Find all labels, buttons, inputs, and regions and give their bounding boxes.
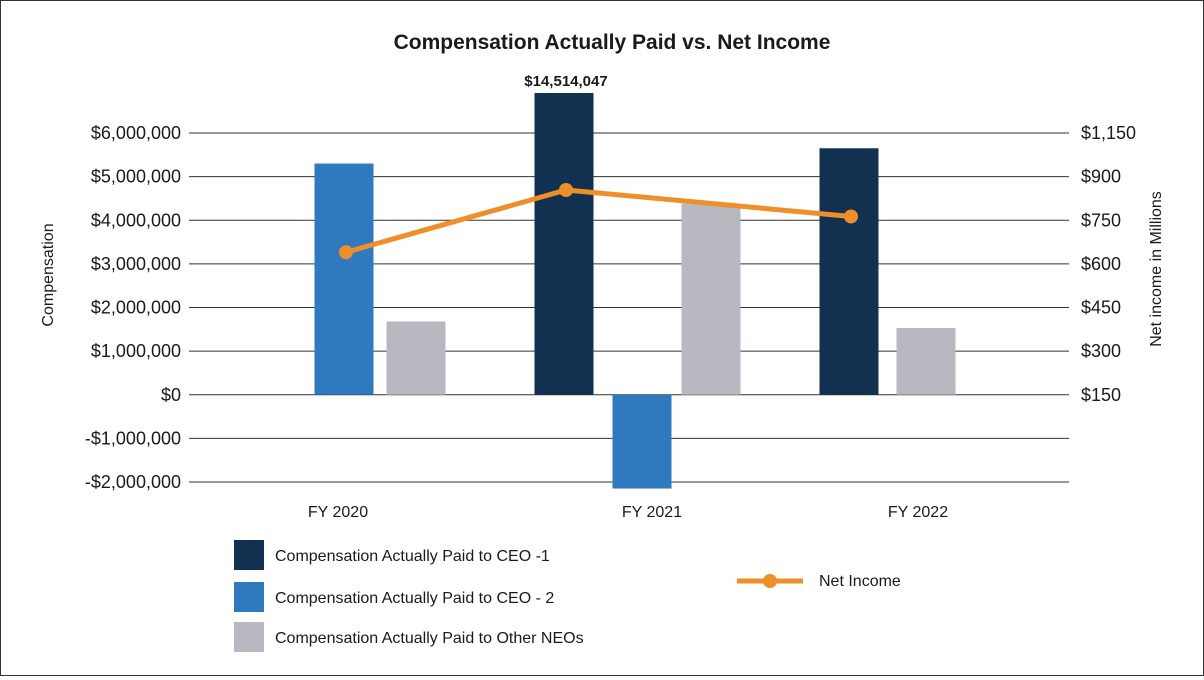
- y-tick-label: $6,000,000: [91, 123, 181, 143]
- legend-swatch: [234, 540, 264, 570]
- y2-tick-label: $150: [1081, 385, 1121, 405]
- x-tick-label: FY 2020: [308, 504, 368, 521]
- net-income-series-line: [345, 187, 852, 255]
- y2-axis-label: Net income in Millions: [1148, 191, 1165, 347]
- y2-tick-label: $750: [1081, 210, 1121, 230]
- legend-line-marker: [763, 574, 777, 588]
- legend-label: Compensation Actually Paid to CEO -1: [275, 548, 550, 565]
- legend-swatch: [234, 582, 264, 612]
- y-tick-label: $0: [161, 385, 181, 405]
- y2-axis-ticks: $150 $300 $450 $600 $750 $900 $1,150: [1081, 123, 1136, 405]
- y-tick-label: $1,000,000: [91, 341, 181, 361]
- chart-title: Compensation Actually Paid vs. Net Incom…: [394, 31, 831, 54]
- y-tick-label: $5,000,000: [91, 167, 181, 187]
- net-income-line: [339, 183, 858, 260]
- x-tick-label: FY 2022: [888, 504, 948, 521]
- net-income-point: [559, 183, 573, 198]
- legend-label: Compensation Actually Paid to CEO - 2: [275, 590, 554, 607]
- bar-compensation-actually-paid-to-other-neos-fy-2020: [386, 321, 446, 395]
- legend-label: Compensation Actually Paid to Other NEOs: [275, 630, 584, 647]
- y-axis-label: Compensation: [40, 223, 57, 326]
- y-tick-label: $4,000,000: [91, 210, 181, 230]
- bar-compensation-actually-paid-to-ceo-1-fy-2021: [534, 93, 594, 395]
- y-tick-label: $3,000,000: [91, 254, 181, 274]
- y-tick-label: -$1,000,000: [85, 428, 181, 448]
- net-income-point: [844, 209, 858, 224]
- net-income-point: [339, 245, 353, 260]
- y-tick-label: -$2,000,000: [85, 472, 181, 492]
- y2-tick-label: $900: [1081, 167, 1121, 187]
- y-tick-label: $2,000,000: [91, 298, 181, 318]
- legend: Compensation Actually Paid to CEO -1 Comp…: [234, 540, 901, 652]
- bar-compensation-actually-paid-to-ceo-2-fy-2021: [612, 394, 672, 489]
- bar-compensation-actually-paid-to-ceo-1-fy-2022: [819, 148, 879, 395]
- bars: [314, 93, 956, 489]
- bar-compensation-actually-paid-to-other-neos-fy-2021: [681, 203, 741, 395]
- y2-tick-label: $600: [1081, 254, 1121, 274]
- legend-swatch: [234, 622, 264, 652]
- x-tick-label: FY 2021: [622, 504, 682, 521]
- data-label-ceo1-fy2021: $14,514,047: [524, 73, 607, 90]
- category-labels: FY 2020 FY 2021 FY 2022: [308, 504, 948, 521]
- legend-label: Net Income: [819, 573, 901, 590]
- y2-tick-label: $1,150: [1081, 123, 1136, 143]
- bar-compensation-actually-paid-to-ceo-2-fy-2020: [314, 163, 374, 395]
- y2-tick-label: $450: [1081, 298, 1121, 318]
- bar-compensation-actually-paid-to-other-neos-fy-2022: [896, 328, 956, 395]
- annotations: $14,514,047: [524, 73, 607, 90]
- y2-tick-label: $300: [1081, 341, 1121, 361]
- y-axis-ticks: -$2,000,000 -$1,000,000 $0 $1,000,000 $2,000…: [85, 123, 181, 492]
